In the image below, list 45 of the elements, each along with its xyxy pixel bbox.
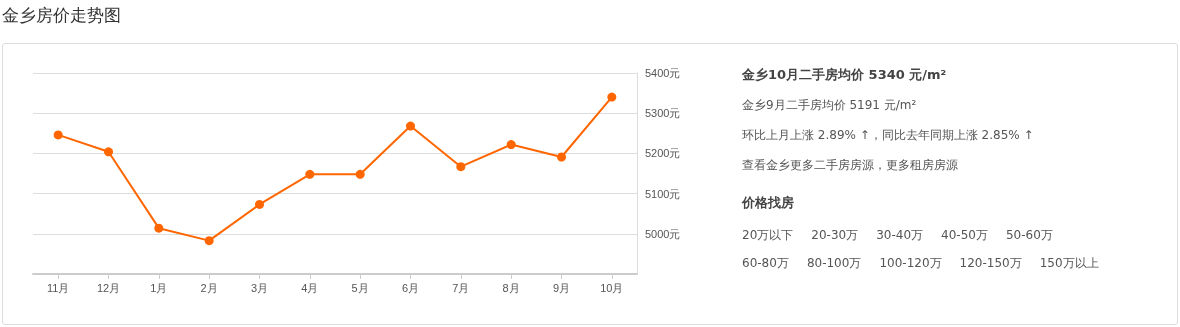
point — [355, 169, 365, 179]
text: 20-30万 — [811, 227, 859, 244]
point — [406, 121, 415, 131]
point — [607, 92, 617, 102]
y-tick-label: 5400元 — [645, 67, 681, 79]
text: 120-150万 — [959, 255, 1022, 272]
x-tick-label: 6月 — [401, 281, 420, 294]
y-tick-label: 5100元 — [645, 187, 681, 200]
text: 100-120万 — [879, 255, 942, 272]
y-tick-label: 5300元 — [645, 107, 681, 120]
x-tick-label: 1月 — [150, 281, 168, 294]
text: 150万以上 — [1039, 255, 1099, 272]
chart-title: 金乡房价走势图 — [2, 4, 121, 27]
x-tick-label: 12月 — [96, 281, 121, 294]
x-tick-label: 5月 — [351, 281, 369, 294]
point — [506, 140, 516, 150]
point — [204, 236, 214, 246]
x-tick-label: 4月 — [301, 281, 319, 294]
point — [104, 147, 113, 157]
point — [53, 130, 63, 140]
text: 30-40万 — [876, 227, 924, 244]
y-tick-label: 5000元 — [645, 227, 681, 240]
point — [456, 162, 466, 172]
text: 环比上月上涨 2.89% ↑，同比去年同期上涨 2.85% ↑ — [742, 127, 1035, 144]
point — [255, 199, 264, 209]
x-tick-label: 7月 — [452, 281, 470, 294]
text: 查看金乡更多二手房房源，更多租房房源 — [742, 157, 959, 174]
text: 80-100万 — [806, 255, 862, 272]
x-tick-label: 8月 — [502, 281, 520, 294]
text: 价格找房 — [742, 194, 795, 212]
point — [154, 223, 164, 233]
point — [305, 169, 315, 179]
text: 60-80万 — [742, 255, 789, 272]
y-tick-label: 5200元 — [645, 147, 681, 160]
x-tick-label: 3月 — [250, 281, 269, 294]
text: 50-60万 — [1005, 227, 1053, 244]
point — [557, 152, 566, 162]
x-tick-label: 2月 — [200, 281, 218, 294]
x-tick-label: 10月 — [600, 281, 624, 294]
text: 金乡9月二手房均价 5191 元/m² — [742, 97, 918, 114]
text: 金乡10月二手房均价 5340 元/m² — [742, 66, 948, 84]
text: 40-50万 — [941, 227, 988, 244]
x-tick-label: 9月 — [552, 281, 571, 294]
text: 20万以下 — [742, 227, 794, 244]
x-tick-label: 11月 — [46, 281, 70, 294]
